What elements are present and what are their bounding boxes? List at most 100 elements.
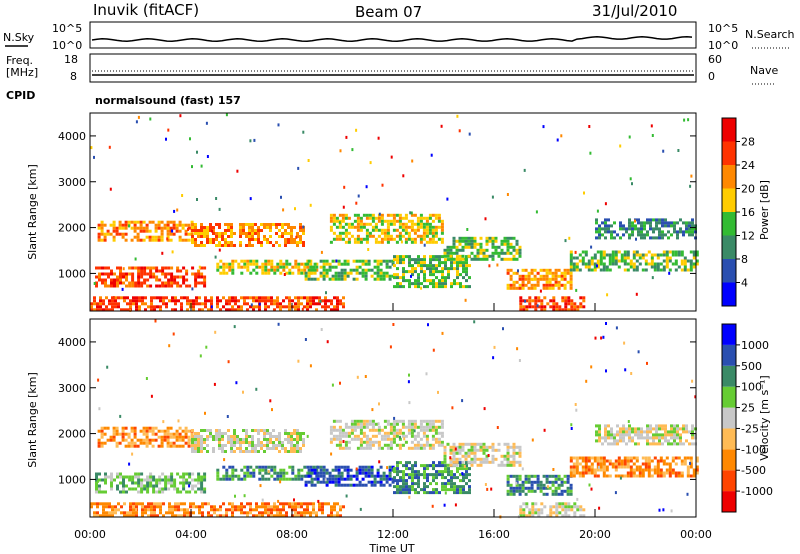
data-cell [225,262,229,266]
data-cell [465,264,468,268]
data-cell [329,213,333,217]
data-cell [614,465,618,469]
data-cell [584,262,588,266]
data-speckle [324,478,327,482]
data-cell [272,429,275,432]
data-cell [407,431,411,435]
data-cell [346,262,350,266]
data-cell [111,514,114,518]
data-cell [686,456,690,460]
data-cell [203,447,206,450]
data-cell [377,443,381,447]
data-cell [176,269,180,273]
data-speckle [440,124,443,128]
data-cell [321,505,324,509]
data-cell [279,508,282,512]
data-cell [570,308,574,312]
data-cell [465,461,468,465]
data-cell [181,435,185,439]
data-cell [356,234,360,238]
data-cell [393,264,396,268]
data-cell [312,508,315,512]
data-cell [164,272,168,276]
data-cell [183,502,186,506]
data-cell [434,228,438,232]
data-cell [661,424,664,428]
data-cell [309,299,312,303]
data-cell [429,255,432,259]
data-cell [408,264,411,268]
data-cell [398,237,402,241]
data-cell [524,480,528,484]
data-cell [561,505,565,509]
data-cell [401,228,405,232]
data-cell [163,438,167,442]
data-cell [605,459,609,463]
data-cell [231,268,235,272]
data-cell [385,274,389,278]
data-cell [258,465,262,469]
data-cell [683,265,687,269]
data-cell [129,514,132,518]
data-cell [506,248,510,252]
data-cell [509,460,513,464]
data-cell [313,477,317,481]
data-cell [338,446,342,450]
data-cell [117,296,120,300]
data-speckle [250,303,253,307]
data-cell [444,488,447,492]
data-cell [634,433,637,437]
data-cell [449,245,453,249]
data-cell [377,428,381,432]
data-cell [374,222,378,226]
data-cell [432,473,435,477]
data-speckle [585,379,588,383]
data-cell [668,268,672,272]
data-cell [452,239,456,243]
data-cell [245,435,248,438]
freq-right-tick-bottom: 0 [708,70,715,83]
data-cell [115,229,119,233]
data-cell [396,276,399,280]
data-cell [655,436,658,440]
data-cell [664,218,667,222]
data-cell [303,268,307,272]
data-cell [420,261,423,265]
data-cell [230,232,233,235]
data-cell [359,443,363,447]
data-cell [608,268,612,272]
data-cell [291,465,295,469]
data-cell [545,486,549,490]
data-cell [640,436,643,440]
data-cell [685,427,688,431]
data-cell [194,278,198,282]
data-cell [423,464,426,468]
data-cell [426,491,429,495]
data-cell [389,234,393,238]
data-cell [322,468,326,472]
data-cell [623,268,627,272]
data-cell [494,239,498,243]
data-cell [131,266,135,270]
data-speckle [449,456,452,460]
data-cell [341,225,345,229]
data-cell [635,465,639,469]
data-cell [411,482,414,486]
data-cell [279,308,282,312]
data-cell [434,240,438,244]
data-cell [664,427,667,431]
data-speckle [131,452,134,456]
data-cell [116,266,119,270]
data-cell [288,302,291,306]
data-cell [270,268,274,272]
data-cell [365,213,369,217]
data-speckle [604,202,607,206]
data-cell [228,262,232,266]
data-cell [285,471,289,475]
data-cell [413,425,417,429]
data-cell [377,446,381,450]
data-cell [258,514,261,518]
data-cell [362,419,366,423]
data-cell [222,265,226,269]
data-speckle [502,327,504,331]
